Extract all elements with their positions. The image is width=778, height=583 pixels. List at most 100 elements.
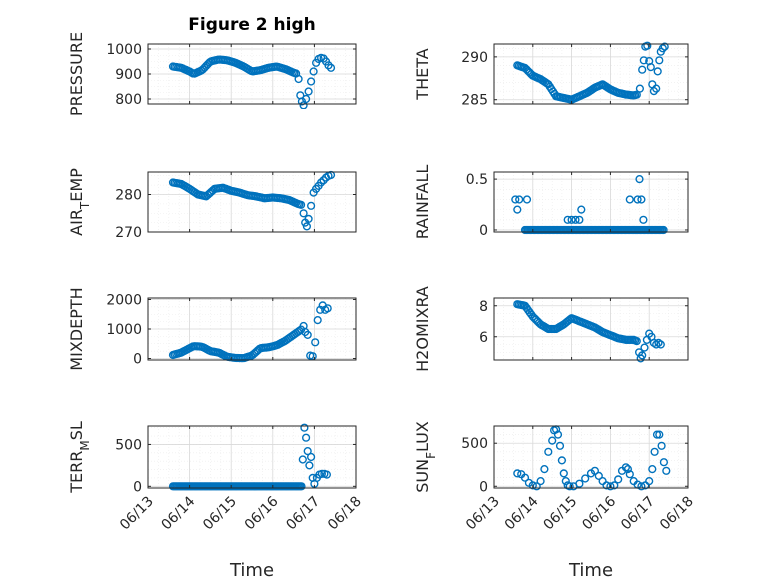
data-point: [625, 470, 634, 479]
data-point: [577, 205, 586, 214]
series-markers: [513, 300, 665, 363]
y-tick-label: 6: [479, 330, 488, 346]
data-point: [575, 479, 584, 488]
subplot-6: 6 8 H2OMIXRA: [413, 286, 689, 372]
data-point: [653, 67, 662, 76]
series-markers: [168, 170, 336, 231]
data-point: [639, 215, 648, 224]
series-markers: [511, 175, 668, 235]
data-point: [657, 441, 666, 450]
y-axis-label: H2OMIXRA: [413, 286, 432, 372]
subplot-7: 0 500 06/13 06/14 06/15 06/16 06/17 06/18 TERRMS…: [67, 421, 365, 581]
y-tick-label: 290: [461, 50, 488, 66]
data-point: [655, 56, 664, 65]
x-tick-label: 06/16: [242, 493, 282, 533]
y-tick-label: 0: [479, 479, 488, 495]
data-point: [323, 304, 332, 313]
axes-box: [493, 425, 689, 489]
data-point: [590, 466, 600, 475]
data-point: [304, 214, 313, 224]
data-point: [649, 86, 659, 96]
data-point: [660, 42, 669, 51]
data-point: [316, 305, 325, 314]
data-point: [645, 477, 654, 486]
figure-title: Figure 2 high: [188, 15, 316, 35]
x-tick-label: 06/13: [463, 494, 503, 534]
data-point: [513, 469, 522, 478]
data-point: [567, 215, 576, 224]
data-point: [302, 222, 312, 231]
data-point: [559, 469, 568, 478]
data-point: [594, 471, 603, 481]
y-axis-label: TERRMSL: [67, 421, 92, 494]
data-point: [303, 330, 312, 340]
axes-box: [493, 43, 689, 105]
data-point: [614, 475, 623, 484]
x-tick-label: 06/16: [579, 493, 619, 533]
data-point: [294, 74, 303, 84]
data-point: [635, 175, 644, 184]
data-point: [302, 433, 311, 442]
subplot-5: 0 1000 2000 MIXDEPTH: [67, 287, 357, 371]
data-point: [646, 62, 655, 72]
series-markers: [513, 41, 669, 104]
subplot-4: 0 0.5 RAINFALL: [413, 165, 689, 239]
data-point: [544, 447, 553, 456]
data-point: [513, 205, 522, 214]
data-point: [307, 452, 316, 462]
y-tick-label: 8: [479, 299, 488, 315]
data-point: [662, 466, 671, 475]
data-point: [623, 465, 633, 474]
axes-box: [147, 425, 357, 489]
subplot-1: 800 900 1000 PRESSURE: [67, 32, 357, 116]
data-point: [635, 84, 645, 93]
data-point: [652, 430, 662, 439]
data-point: [659, 458, 669, 467]
x-tick-label: 06/18: [325, 494, 365, 534]
data-point: [655, 430, 664, 439]
y-tick-label: 0: [133, 479, 142, 495]
data-point: [638, 65, 647, 74]
data-point: [307, 201, 316, 210]
y-axis-label: MIXDEPTH: [67, 287, 86, 370]
data-point: [299, 209, 308, 218]
data-point: [302, 94, 311, 104]
y-tick-label: 900: [115, 67, 142, 83]
data-point: [322, 470, 332, 479]
data-point: [659, 225, 668, 235]
y-tick-label: 0.5: [466, 172, 488, 188]
data-point: [632, 337, 641, 346]
data-point: [304, 87, 313, 96]
data-point: [648, 465, 657, 474]
data-point: [520, 473, 530, 482]
axes-box: [493, 171, 689, 233]
y-tick-label: 280: [115, 188, 142, 204]
data-point: [555, 441, 565, 450]
subplot-3: 270 280 AIRTEMP: [67, 168, 357, 241]
x-axis-label: Time: [568, 560, 613, 581]
y-tick-label: 285: [461, 93, 488, 109]
data-point: [637, 195, 646, 204]
data-point: [300, 423, 309, 432]
data-point: [639, 56, 648, 65]
series-markers: [168, 53, 336, 109]
data-point: [658, 44, 667, 53]
data-point: [563, 215, 572, 224]
y-tick-label: 500: [461, 436, 488, 452]
data-point: [548, 436, 557, 445]
data-point: [637, 482, 646, 491]
y-axis-label: AIRTEMP: [67, 168, 92, 236]
x-tick-label: 06/15: [541, 494, 581, 534]
data-point: [553, 430, 563, 439]
x-tick-label: 06/17: [283, 494, 323, 534]
data-point: [640, 343, 649, 352]
data-point: [297, 200, 306, 209]
data-point: [298, 455, 307, 464]
axes-box: [147, 171, 357, 233]
data-point: [528, 481, 537, 490]
data-point: [536, 477, 545, 486]
y-tick-label: 1000: [106, 322, 142, 338]
data-point: [297, 482, 306, 491]
